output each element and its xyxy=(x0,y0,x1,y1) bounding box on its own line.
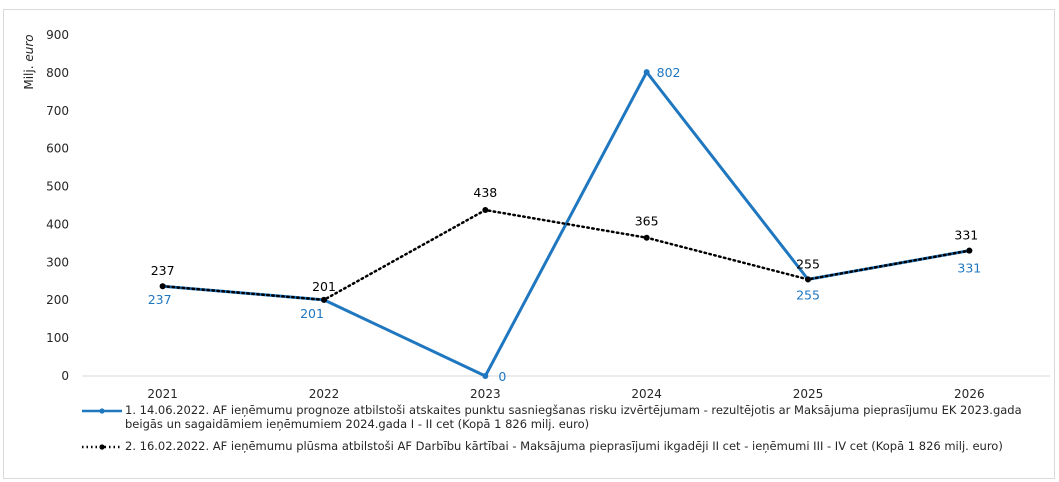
y-tick-label: 900 xyxy=(46,28,69,42)
y-axis-ticks: 0 100 200 300 400 500 600 700 800 900 xyxy=(46,28,69,383)
series-2-point xyxy=(159,283,166,290)
x-tick-label: 2023 xyxy=(470,387,501,401)
series-2-data-label: 331 xyxy=(954,228,978,243)
x-tick-label: 2024 xyxy=(631,387,662,401)
series-2-point xyxy=(643,234,650,241)
series-1-data-label: 331 xyxy=(957,261,981,276)
y-tick-label: 600 xyxy=(46,142,69,156)
x-tick-label: 2021 xyxy=(147,387,178,401)
y-axis-label-prefix: Milj. xyxy=(22,62,36,90)
series-1-point xyxy=(643,69,650,76)
series-2-data-label: 365 xyxy=(635,214,659,229)
series-2-line xyxy=(161,208,971,302)
x-tick-label: 2026 xyxy=(954,387,985,401)
series-2-point xyxy=(966,247,973,254)
y-tick-label: 500 xyxy=(46,180,69,194)
y-tick-label: 200 xyxy=(46,293,69,307)
y-tick-label: 400 xyxy=(46,217,69,231)
series-2-point xyxy=(805,276,811,283)
x-tick-label: 2025 xyxy=(793,387,824,401)
y-tick-label: 300 xyxy=(46,255,69,269)
series-2-point xyxy=(321,296,327,303)
chart-frame: 0 100 200 300 400 500 600 700 800 900 2021 2022 202… xyxy=(3,9,1055,479)
legend-swatch-series-1 xyxy=(82,408,122,414)
data-label-layer: 237 201 0 802 255 331 237 201 438 365 255 331 xyxy=(148,65,982,384)
series-2-point xyxy=(482,207,489,214)
series-1-data-label: 0 xyxy=(498,369,506,384)
x-axis-ticks: 2021 2022 2023 2024 2025 2026 xyxy=(147,387,984,401)
series-1-point xyxy=(482,373,489,379)
series-1-data-label: 255 xyxy=(796,287,820,302)
legend-text-series-2: 2. 16.02.2022. AF ieņēmumu plūsma atbils… xyxy=(125,439,1003,453)
legend-text-series-1: 1. 14.06.2022. AF ieņēmumu prognoze atbi… xyxy=(125,403,1022,431)
y-tick-label: 100 xyxy=(46,331,69,345)
y-tick-label: 800 xyxy=(46,66,69,80)
series-1-data-label: 201 xyxy=(300,306,324,321)
series-2-data-label: 255 xyxy=(796,256,820,271)
y-axis-label-unit: euro xyxy=(22,34,36,61)
series-2-data-label: 237 xyxy=(151,263,175,278)
y-tick-label: 700 xyxy=(46,104,69,118)
legend-swatch-series-2 xyxy=(82,444,122,450)
y-tick-label: 0 xyxy=(61,369,69,383)
series-2-data-label: 438 xyxy=(473,185,497,200)
series-2-data-label: 201 xyxy=(312,279,336,294)
series-layer xyxy=(159,69,973,379)
series-1-line xyxy=(162,70,970,378)
series-1-data-label: 237 xyxy=(148,292,172,307)
x-tick-label: 2022 xyxy=(309,387,340,401)
y-axis-label: Milj. euro xyxy=(22,34,36,89)
series-1-data-label: 802 xyxy=(657,65,681,80)
